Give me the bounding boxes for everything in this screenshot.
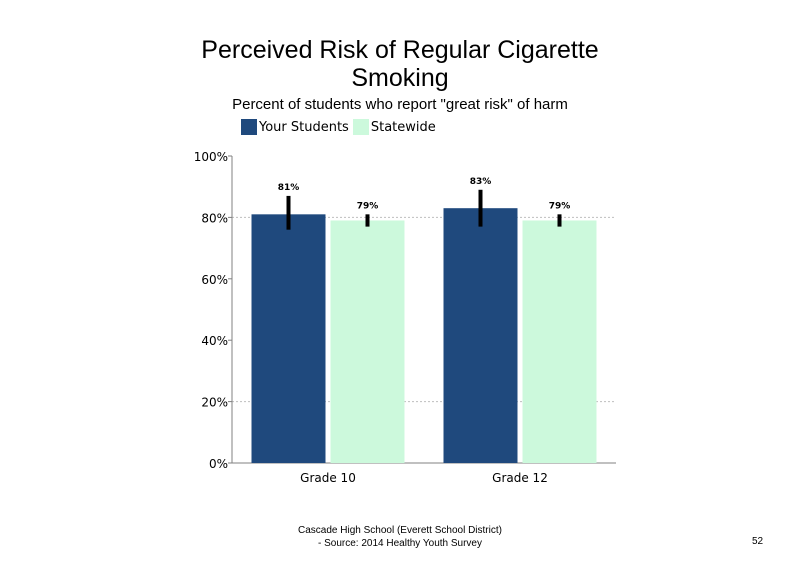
chart-subtitle: Percent of students who report "great ri… (232, 96, 568, 113)
bar-your-students-grade-12 (443, 208, 518, 463)
legend-label-statewide: Statewide (370, 119, 436, 135)
legend-item-your-students: Your Students (241, 119, 349, 135)
x-tick-label: Grade 10 (300, 471, 356, 485)
y-tick-label: 20% (201, 396, 228, 410)
data-label: 83% (470, 177, 492, 187)
y-tick-label: 60% (201, 273, 228, 287)
y-tick-label: 40% (201, 334, 228, 348)
chart-legend: Your Students Statewide (241, 118, 440, 136)
data-label: 81% (278, 183, 300, 193)
footer-survey: - Source: 2014 Healthy Youth Survey (318, 538, 482, 549)
legend-label-your-students: Your Students (259, 119, 349, 135)
legend-item-statewide: Statewide (352, 119, 436, 135)
data-label: 79% (549, 201, 571, 211)
bar-statewide-grade-10 (330, 220, 405, 463)
footer-school: Cascade High School (Everett School Dist… (298, 525, 502, 536)
footer-source: Cascade High School (Everett School Dist… (250, 524, 550, 550)
chart-title: Perceived Risk of Regular Cigarette Smok… (201, 36, 599, 92)
x-tick-label: Grade 12 (492, 471, 548, 485)
legend-swatch-your-students (241, 119, 257, 135)
data-label: 79% (357, 201, 379, 211)
y-tick-label: 0% (209, 457, 228, 471)
bar-your-students-grade-10 (251, 214, 326, 463)
y-tick-label: 80% (201, 211, 228, 225)
legend-swatch-statewide (352, 119, 369, 135)
bar-statewide-grade-12 (522, 220, 597, 463)
y-tick-label: 100% (194, 150, 228, 164)
page-number: 52 (752, 536, 764, 547)
